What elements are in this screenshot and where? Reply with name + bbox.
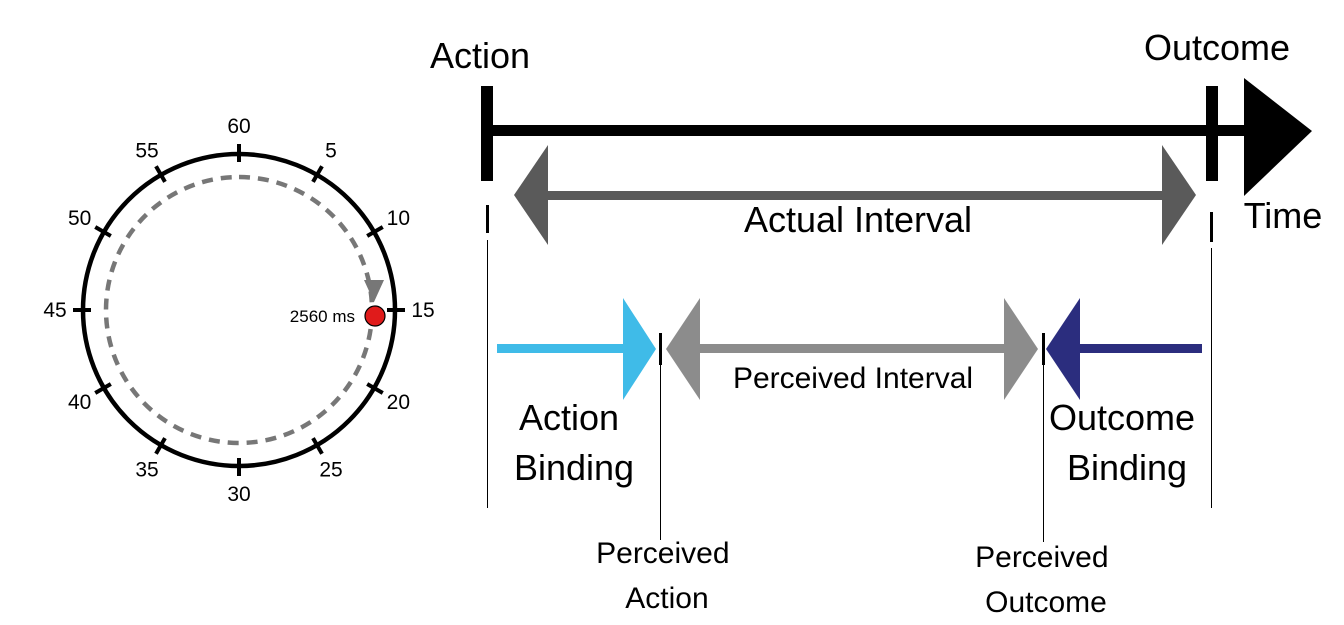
perceived-action-label-line-2: Action <box>625 582 708 615</box>
perceived-action-label: Perceived Action <box>596 537 738 615</box>
outcome-label: Outcome <box>1144 27 1290 68</box>
clock-tick-label: 5 <box>325 140 337 163</box>
outcome-binding-arrow-shaft <box>1076 344 1202 353</box>
timeline-axis <box>488 125 1248 136</box>
action-tick <box>481 86 493 181</box>
clock-tick <box>366 225 384 238</box>
outcome-binding-label-line-2: Binding <box>1067 447 1187 488</box>
clock-tick-label: 15 <box>411 299 434 322</box>
perceived-outcome-label: Perceived Outcome <box>975 541 1117 619</box>
perceived-interval-arrowhead-left <box>666 298 700 400</box>
clock-tick-label: 50 <box>68 207 91 230</box>
clock-tick <box>311 165 324 183</box>
perceived-timeline: Perceived Interval Action Binding Outcom… <box>497 298 1205 619</box>
clock-tick <box>94 382 112 395</box>
time-label: Time <box>1244 195 1323 236</box>
action-binding-label-line-2: Binding <box>514 447 634 488</box>
outcome-binding-label-line-1: Outcome <box>1049 397 1195 438</box>
actual-interval-label: Actual Interval <box>744 199 972 240</box>
clock-tick <box>154 165 167 183</box>
action-binding-arrowhead <box>623 298 656 400</box>
clock-tick <box>94 225 112 238</box>
outcome-binding-label: Outcome Binding <box>1049 397 1205 488</box>
clock-face: 60 5 10 15 20 25 30 35 40 45 50 55 2560 ms <box>43 115 434 506</box>
time-arrowhead <box>1244 78 1312 196</box>
actual-interval-arrow-shaft <box>540 191 1170 200</box>
clock-tick-label: 40 <box>68 391 91 414</box>
clock-tick-label: 45 <box>43 299 66 322</box>
clock-tick <box>154 437 167 455</box>
perceived-interval-arrow-shaft <box>696 344 1012 353</box>
clock-tick-label: 55 <box>135 140 158 163</box>
action-label: Action <box>430 35 530 76</box>
outcome-tick <box>1206 86 1218 181</box>
actual-interval-arrowhead-right <box>1162 145 1196 245</box>
clock-tick-label: 30 <box>227 483 250 506</box>
perceived-action-marker <box>659 333 662 365</box>
clock-tick <box>311 437 324 455</box>
actual-timeline: Action Outcome Time Actual Interval <box>430 27 1322 508</box>
perceived-action-label-line-1: Perceived <box>596 537 729 570</box>
clock-tick-label: 20 <box>387 391 410 414</box>
action-short-marker <box>486 205 489 233</box>
clock-time-marker <box>364 305 386 327</box>
perceived-outcome-marker <box>1042 333 1045 365</box>
perceived-interval-label: Perceived Interval <box>733 362 973 395</box>
clock-tick-label: 25 <box>319 458 342 481</box>
perceived-interval-arrowhead-right <box>1004 298 1038 400</box>
clock-dashed-path <box>103 174 375 446</box>
clock-tick-label: 10 <box>387 207 410 230</box>
action-binding-label-line-1: Action <box>519 397 619 438</box>
clock-tick <box>366 382 384 395</box>
clock-sweep-arrowhead <box>364 280 384 302</box>
action-binding-label: Action Binding <box>514 397 634 488</box>
perceived-outcome-label-line-2: Outcome <box>985 586 1107 619</box>
clock-tick-label: 60 <box>227 115 250 138</box>
actual-interval-arrowhead-left <box>514 145 548 245</box>
outcome-short-marker <box>1210 212 1213 242</box>
action-binding-arrow-shaft <box>497 344 627 353</box>
perceived-outcome-label-line-1: Perceived <box>975 541 1108 574</box>
outcome-binding-arrowhead <box>1046 298 1080 400</box>
clock-time-label: 2560 ms <box>290 307 355 326</box>
clock-tick-label: 35 <box>135 458 158 481</box>
